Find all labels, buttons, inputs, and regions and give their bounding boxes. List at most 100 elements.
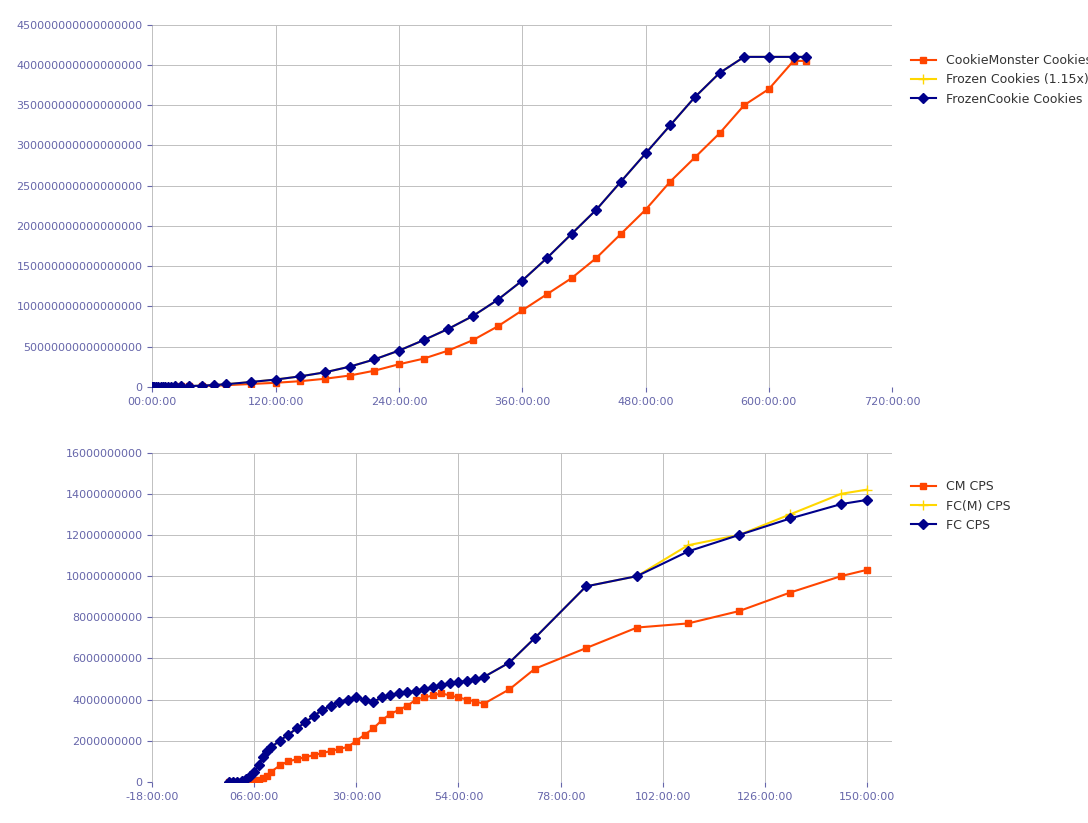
CM CPS bbox=[631, 622, 644, 632]
CM CPS bbox=[282, 756, 295, 766]
FC(M) CPS bbox=[299, 717, 312, 728]
FC(M) CPS bbox=[452, 677, 465, 687]
CM CPS bbox=[290, 754, 304, 764]
CookieMonster Cookies bbox=[343, 370, 356, 380]
FC CPS bbox=[231, 777, 244, 787]
FC(M) CPS bbox=[226, 777, 239, 787]
Frozen Cookies (1.15x) bbox=[615, 177, 628, 187]
FC(M) CPS bbox=[580, 581, 593, 591]
CookieMonster Cookies bbox=[245, 379, 258, 389]
CookieMonster Cookies bbox=[164, 382, 177, 392]
FC CPS bbox=[248, 767, 261, 777]
CookieMonster Cookies bbox=[713, 128, 726, 138]
Line: CM CPS: CM CPS bbox=[225, 566, 870, 785]
CookieMonster Cookies bbox=[664, 177, 677, 187]
FC CPS bbox=[257, 752, 270, 762]
Frozen Cookies (1.15x) bbox=[152, 382, 165, 392]
CM CPS bbox=[478, 699, 491, 709]
FC(M) CPS bbox=[222, 777, 235, 787]
FrozenCookie Cookies bbox=[245, 377, 258, 387]
CM CPS bbox=[350, 736, 363, 746]
FrozenCookie Cookies bbox=[156, 382, 169, 392]
FC(M) CPS bbox=[384, 690, 397, 700]
CookieMonster Cookies bbox=[368, 365, 381, 375]
FC CPS bbox=[426, 682, 440, 692]
Frozen Cookies (1.15x) bbox=[195, 381, 208, 391]
Frozen Cookies (1.15x) bbox=[467, 311, 480, 321]
CookieMonster Cookies bbox=[161, 382, 174, 392]
CM CPS bbox=[469, 696, 482, 706]
FrozenCookie Cookies bbox=[195, 381, 208, 391]
FrozenCookie Cookies bbox=[183, 381, 196, 391]
Legend: CM CPS, FC(M) CPS, FC CPS: CM CPS, FC(M) CPS, FC CPS bbox=[906, 476, 1015, 537]
CookieMonster Cookies bbox=[763, 84, 776, 94]
FC(M) CPS bbox=[282, 729, 295, 739]
FrozenCookie Cookies bbox=[164, 382, 177, 392]
FC(M) CPS bbox=[333, 696, 346, 706]
FrozenCookie Cookies bbox=[763, 52, 776, 62]
CookieMonster Cookies bbox=[269, 378, 282, 388]
FC(M) CPS bbox=[375, 692, 388, 702]
FC CPS bbox=[273, 736, 286, 746]
Line: Frozen Cookies (1.15x): Frozen Cookies (1.15x) bbox=[148, 52, 811, 392]
FC(M) CPS bbox=[290, 723, 304, 733]
Frozen Cookies (1.15x) bbox=[169, 382, 182, 392]
FrozenCookie Cookies bbox=[467, 311, 480, 321]
CM CPS bbox=[261, 770, 274, 780]
CookieMonster Cookies bbox=[639, 205, 652, 215]
CM CPS bbox=[460, 695, 473, 704]
FC CPS bbox=[478, 672, 491, 681]
FC(M) CPS bbox=[460, 677, 473, 686]
Frozen Cookies (1.15x) bbox=[245, 377, 258, 387]
FC(M) CPS bbox=[400, 687, 413, 697]
Frozen Cookies (1.15x) bbox=[689, 92, 702, 102]
Line: FC(M) CPS: FC(M) CPS bbox=[224, 485, 871, 787]
Frozen Cookies (1.15x) bbox=[639, 148, 652, 158]
FC(M) CPS bbox=[257, 752, 270, 762]
FC CPS bbox=[631, 571, 644, 581]
CM CPS bbox=[252, 775, 265, 785]
FC(M) CPS bbox=[478, 672, 491, 681]
FrozenCookie Cookies bbox=[664, 120, 677, 130]
FC CPS bbox=[333, 696, 346, 706]
CM CPS bbox=[316, 748, 329, 758]
Frozen Cookies (1.15x) bbox=[319, 367, 332, 377]
FC CPS bbox=[324, 700, 337, 710]
FrozenCookie Cookies bbox=[442, 324, 455, 334]
CM CPS bbox=[257, 773, 270, 783]
CookieMonster Cookies bbox=[152, 382, 165, 392]
Frozen Cookies (1.15x) bbox=[763, 52, 776, 62]
Frozen Cookies (1.15x) bbox=[491, 295, 504, 305]
CookieMonster Cookies bbox=[156, 382, 169, 392]
CookieMonster Cookies bbox=[148, 382, 161, 392]
FC CPS bbox=[783, 514, 796, 523]
Frozen Cookies (1.15x) bbox=[800, 52, 813, 62]
CookieMonster Cookies bbox=[541, 290, 554, 300]
FC CPS bbox=[264, 742, 277, 752]
FC CPS bbox=[834, 499, 848, 509]
FrozenCookie Cookies bbox=[174, 381, 187, 391]
FC CPS bbox=[529, 633, 542, 643]
FC CPS bbox=[290, 723, 304, 733]
CM CPS bbox=[273, 760, 286, 770]
FC(M) CPS bbox=[239, 774, 252, 783]
FC CPS bbox=[580, 581, 593, 591]
FC CPS bbox=[452, 677, 465, 687]
CM CPS bbox=[444, 690, 457, 700]
FC CPS bbox=[400, 687, 413, 697]
FrozenCookie Cookies bbox=[146, 382, 159, 392]
FC CPS bbox=[358, 695, 371, 704]
FrozenCookie Cookies bbox=[269, 374, 282, 384]
FC(M) CPS bbox=[418, 685, 431, 695]
FrozenCookie Cookies bbox=[148, 382, 161, 392]
Frozen Cookies (1.15x) bbox=[161, 382, 174, 392]
FrozenCookie Cookies bbox=[294, 371, 307, 381]
CookieMonster Cookies bbox=[491, 322, 504, 332]
CookieMonster Cookies bbox=[800, 56, 813, 66]
Frozen Cookies (1.15x) bbox=[146, 382, 159, 392]
Frozen Cookies (1.15x) bbox=[150, 382, 163, 392]
CM CPS bbox=[264, 767, 277, 777]
CM CPS bbox=[342, 742, 355, 752]
FrozenCookie Cookies bbox=[639, 148, 652, 158]
FC(M) CPS bbox=[393, 688, 406, 698]
